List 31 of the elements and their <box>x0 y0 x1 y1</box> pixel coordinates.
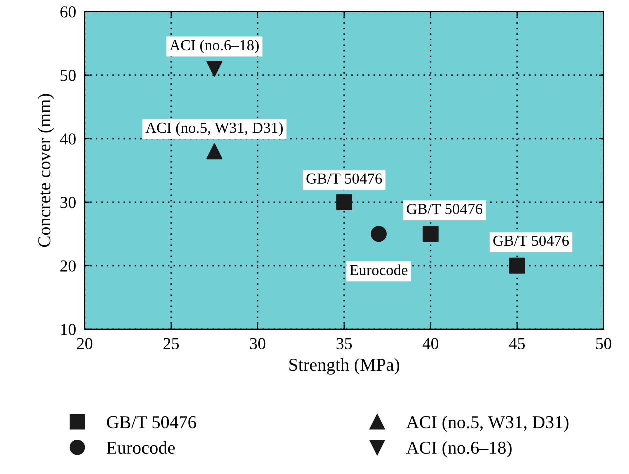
y-tick-label: 60 <box>60 6 76 18</box>
point <box>509 258 526 274</box>
y-tick-label: 10 <box>61 324 76 336</box>
x-axis-title: Strength (MPa) <box>290 358 400 375</box>
x-tick-label: 25 <box>164 338 180 350</box>
legend-label: GB/T 50476 <box>107 416 196 429</box>
annotation: GB/T 50476 <box>407 204 483 214</box>
y-axis-title: Concrete cover (mm) <box>38 94 54 248</box>
x-tick-label: 50 <box>596 338 612 350</box>
x-tick-label: 45 <box>509 338 526 350</box>
point <box>206 144 223 160</box>
y-tick-label: 40 <box>60 134 76 145</box>
x-tick-label: 20 <box>77 338 93 350</box>
point <box>206 61 223 77</box>
point <box>422 226 439 242</box>
annotation: ACI (no.5, W31, D31) <box>146 122 284 136</box>
legend-label: Eurocode <box>106 441 175 454</box>
x-tick-label: 30 <box>250 338 266 350</box>
x-tick-label: 35 <box>336 338 352 350</box>
annotation: GB/T 50476 <box>494 236 570 246</box>
annotation: GB/T 50476 <box>306 174 382 184</box>
y-tick-label: 20 <box>60 260 76 272</box>
x-tick-label: 40 <box>422 338 439 350</box>
legend-label: ACI (no.5, W31, D31) <box>406 416 569 432</box>
legend-label: ACI (no.6–18) <box>406 441 512 458</box>
y-tick-label: 30 <box>60 197 76 208</box>
y-tick-label: 50 <box>60 70 76 82</box>
point <box>336 194 352 210</box>
annotation: Eurocode <box>350 264 408 276</box>
point <box>370 226 387 242</box>
annotation: ACI (no.6–18) <box>170 40 259 54</box>
